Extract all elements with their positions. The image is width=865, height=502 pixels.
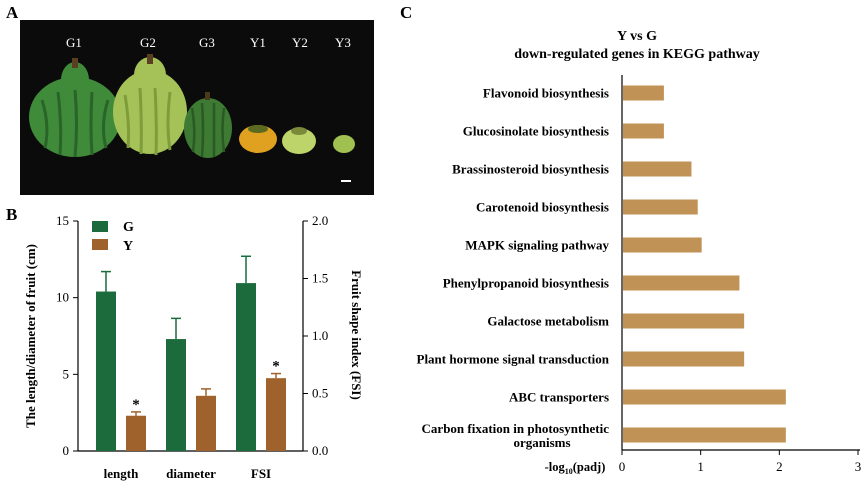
c-category-label: Glucosinolate biosynthesis bbox=[463, 124, 609, 139]
photo-label-y2: Y2 bbox=[292, 35, 308, 50]
fruit-y2 bbox=[282, 127, 316, 154]
b-legend-label-g: G bbox=[123, 220, 134, 235]
b-bar-g-diameter bbox=[166, 339, 186, 451]
c-category-label: Carbon fixation in photosynthetic organis… bbox=[422, 421, 610, 450]
c-bar bbox=[623, 275, 740, 291]
c-bar bbox=[623, 389, 786, 405]
b-category-label: length bbox=[104, 466, 139, 481]
b-bar-g-fsi bbox=[236, 283, 256, 451]
c-bar bbox=[623, 161, 692, 177]
photo-label-g1: G1 bbox=[66, 35, 82, 50]
b-left-tick-label: 15 bbox=[56, 213, 69, 228]
b-legend-label-y: Y bbox=[123, 239, 133, 254]
b-ylabel-right: Fruit shape index (FSI) bbox=[349, 270, 364, 400]
c-bars bbox=[623, 85, 786, 443]
c-category-label: MAPK signaling pathway bbox=[465, 238, 609, 253]
b-left-tick-label: 5 bbox=[63, 366, 70, 381]
c-x-ticks: 0 1 2 3 bbox=[619, 450, 862, 474]
c-bar bbox=[623, 313, 745, 329]
panel-a-label: A bbox=[6, 3, 19, 22]
c-tick-label: 1 bbox=[697, 459, 704, 474]
fruit-g2 bbox=[113, 54, 187, 156]
b-bar-y-diameter bbox=[196, 395, 216, 451]
c-xlabel: -log10(padj) bbox=[545, 460, 606, 476]
c-bar bbox=[623, 351, 745, 367]
b-bars: ** bbox=[96, 255, 286, 451]
b-ylabel-left: The length/diameter of fruit (cm) bbox=[23, 244, 38, 428]
c-bar bbox=[623, 85, 664, 101]
c-bar bbox=[623, 123, 664, 139]
photo-label-g2: G2 bbox=[140, 35, 156, 50]
c-category-label: Brassinosteroid biosynthesis bbox=[452, 162, 609, 177]
c-category-label: Flavonoid biosynthesis bbox=[483, 86, 609, 101]
fruit-y1 bbox=[239, 125, 277, 153]
b-bar-g-length bbox=[96, 291, 116, 451]
panel-b-label: B bbox=[6, 205, 17, 224]
chart-kegg-pathways: Y vs G down-regulated genes in KEGG path… bbox=[417, 29, 862, 476]
c-title-line1: Y vs G bbox=[617, 29, 657, 44]
b-category-labels: length diameter FSI bbox=[104, 466, 271, 481]
b-left-tick-label: 10 bbox=[56, 290, 69, 305]
c-category-label: Plant hormone signal transduction bbox=[417, 352, 610, 367]
b-significance-mark: * bbox=[132, 397, 140, 413]
b-left-tick-label: 0 bbox=[63, 443, 70, 458]
scale-bar bbox=[341, 180, 351, 182]
b-right-ticks: 0.0 0.5 1.0 1.5 2.0 bbox=[303, 213, 328, 458]
photo-label-g3: G3 bbox=[199, 35, 215, 50]
b-legend-swatch-y bbox=[92, 239, 108, 250]
c-category-labels: Flavonoid biosynthesis Glucosinolate bios… bbox=[417, 86, 610, 451]
b-right-tick-label: 1.5 bbox=[312, 271, 328, 286]
b-left-ticks: 0 5 10 15 bbox=[56, 213, 78, 458]
fruit-g3 bbox=[184, 92, 232, 158]
fruit-photo: G1 G2 G3 Y1 Y2 Y3 bbox=[20, 20, 374, 195]
b-category-label: diameter bbox=[166, 466, 216, 481]
b-category-label: FSI bbox=[251, 466, 271, 481]
c-tick-label: 0 bbox=[619, 459, 626, 474]
c-bar bbox=[623, 427, 786, 443]
fruit-y3 bbox=[333, 135, 355, 153]
c-category-label: ABC transporters bbox=[509, 390, 609, 405]
photo-label-y1: Y1 bbox=[250, 35, 266, 50]
b-right-tick-label: 1.0 bbox=[312, 328, 328, 343]
c-category-label: Phenylpropanoid biosynthesis bbox=[443, 276, 609, 291]
c-bar bbox=[623, 237, 702, 253]
c-tick-label: 2 bbox=[776, 459, 783, 474]
c-tick-label: 3 bbox=[855, 459, 862, 474]
b-legend: G Y bbox=[92, 220, 134, 254]
photo-label-y3: Y3 bbox=[335, 35, 351, 50]
b-legend-swatch-g bbox=[92, 221, 108, 232]
c-bar bbox=[623, 199, 698, 215]
b-significance-mark: * bbox=[272, 359, 280, 375]
c-title-line2: down-regulated genes in KEGG pathway bbox=[514, 47, 760, 62]
c-category-label: Galactose metabolism bbox=[487, 314, 609, 329]
panel-c-label: C bbox=[400, 3, 412, 22]
b-right-tick-label: 0.5 bbox=[312, 386, 328, 401]
b-bar-y-length bbox=[126, 415, 146, 451]
b-right-tick-label: 2.0 bbox=[312, 213, 328, 228]
b-right-tick-label: 0.0 bbox=[312, 443, 328, 458]
fruit-g1 bbox=[29, 58, 121, 158]
b-bar-y-fsi bbox=[266, 378, 286, 451]
photo-labels: G1 G2 G3 Y1 Y2 Y3 bbox=[66, 35, 351, 50]
c-category-label: Carotenoid biosynthesis bbox=[476, 200, 609, 215]
